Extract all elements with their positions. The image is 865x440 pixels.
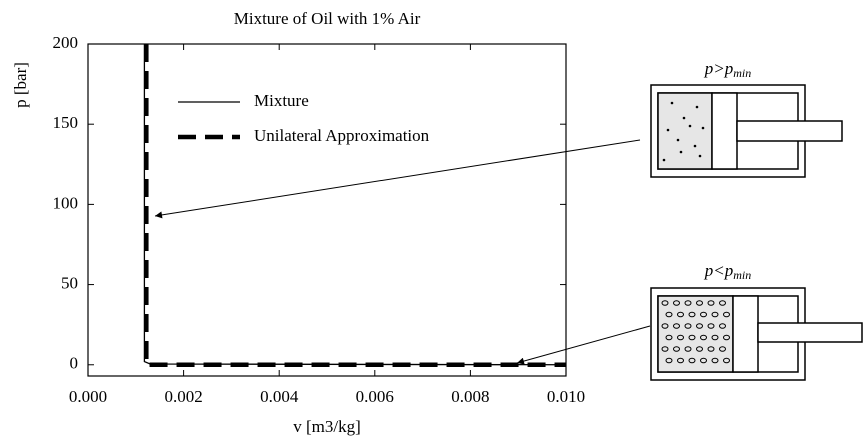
bubble — [707, 346, 715, 352]
bubble — [665, 334, 673, 341]
annotation-arrow — [516, 325, 651, 365]
bubble — [688, 311, 696, 318]
air-bubbles — [661, 300, 730, 364]
bubble — [719, 323, 726, 329]
bubble — [661, 300, 669, 306]
bubble — [723, 311, 730, 318]
bubble — [688, 334, 696, 341]
bubble — [707, 323, 715, 329]
bubble — [719, 300, 726, 306]
diagram-label: p>pmin — [704, 59, 751, 80]
bubble — [696, 300, 703, 306]
y-axis-label: p [bar] — [11, 62, 30, 108]
diagram-label: p<pmin — [704, 261, 751, 282]
bubble — [700, 311, 707, 318]
x-axis-label: v [m3/kg] — [293, 417, 361, 436]
cylinder-diagram — [650, 287, 863, 381]
y-tick-label: 150 — [53, 113, 79, 132]
cylinder-diagram — [650, 84, 843, 178]
bubble — [673, 346, 680, 352]
bubble — [719, 346, 726, 352]
bubble — [707, 300, 715, 306]
bubble — [723, 334, 730, 341]
bubble — [700, 357, 707, 364]
bubble — [673, 323, 680, 329]
legend-label: Unilateral Approximation — [254, 126, 430, 145]
data-line — [144, 44, 566, 368]
x-tick-label: 0.008 — [451, 387, 489, 406]
legend-label: Mixture — [254, 91, 309, 110]
y-tick-label: 0 — [70, 354, 79, 373]
bubble — [688, 357, 696, 364]
annotation-arrow — [154, 139, 641, 219]
x-tick-label: 0.006 — [356, 387, 394, 406]
x-tick-label: 0.002 — [164, 387, 202, 406]
bubble — [661, 346, 669, 352]
x-tick-label: 0.010 — [547, 387, 585, 406]
bubble — [665, 311, 673, 318]
bubble — [711, 311, 719, 318]
bubble — [684, 300, 692, 306]
chart-title: Mixture of Oil with 1% Air — [234, 9, 421, 28]
bubble — [684, 323, 692, 329]
plot-frame — [87, 43, 567, 377]
data-line — [143, 44, 567, 366]
bubble — [700, 334, 707, 341]
bubble — [696, 323, 703, 329]
bubble — [711, 334, 719, 341]
y-tick-label: 200 — [53, 33, 79, 52]
bubble — [661, 323, 669, 329]
bubble — [665, 357, 673, 364]
y-tick-label: 100 — [53, 193, 79, 212]
bubble — [677, 334, 684, 341]
bubble — [673, 300, 680, 306]
bubble — [684, 346, 692, 352]
air-dots — [662, 101, 705, 162]
x-tick-label: 0.004 — [260, 387, 299, 406]
bubble — [696, 346, 703, 352]
bubble — [711, 357, 719, 364]
y-tick-label: 50 — [61, 273, 78, 292]
bubble — [677, 311, 684, 318]
x-tick-label: 0.000 — [69, 387, 107, 406]
bubble — [723, 357, 730, 364]
bubble — [677, 357, 684, 364]
